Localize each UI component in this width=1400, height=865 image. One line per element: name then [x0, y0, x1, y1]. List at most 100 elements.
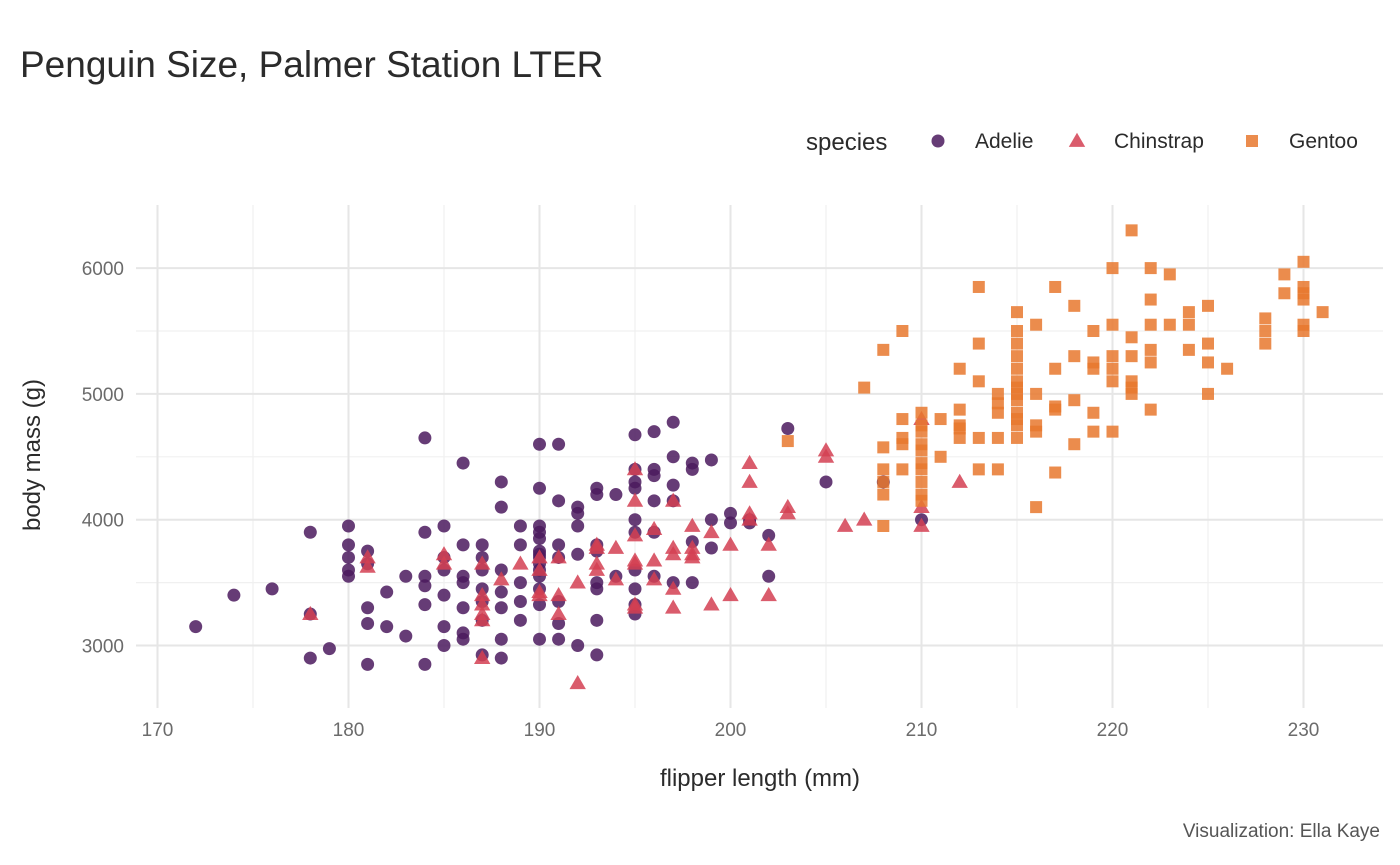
gentoo-point [877, 488, 890, 501]
adelie-point [628, 481, 642, 495]
gentoo-point [1221, 362, 1234, 375]
adelie-point [571, 547, 585, 561]
adelie-point [361, 601, 375, 615]
gentoo-point [1125, 331, 1138, 344]
gentoo-point [877, 343, 890, 356]
gentoo-point [1202, 299, 1214, 312]
chart-caption: Visualization: Ella Kaye [1182, 821, 1380, 842]
chinstrap-point [531, 549, 548, 564]
gentoo-point [1011, 337, 1023, 350]
legend-item-chinstrap: Chinstrap [1068, 130, 1204, 153]
adelie-point [685, 462, 699, 476]
gentoo-point [1049, 466, 1062, 479]
chinstrap-point [779, 505, 796, 520]
adelie-point [494, 563, 508, 577]
gentoo-point [915, 406, 928, 419]
gentoo-point [1011, 419, 1023, 432]
gentoo-point [858, 381, 871, 394]
adelie-point [456, 456, 470, 470]
adelie-point [704, 541, 718, 555]
adelie-point [647, 494, 661, 508]
chinstrap-point [760, 586, 777, 602]
chinstrap-point [951, 473, 968, 488]
adelie-point [819, 475, 833, 489]
gentoo-point [1259, 312, 1272, 325]
major-gridlines [136, 205, 1383, 708]
gentoo-point [1030, 318, 1043, 331]
adelie-point [552, 632, 566, 646]
chinstrap-point [474, 612, 491, 627]
adelie-point [513, 576, 527, 590]
gentoo-point [1049, 403, 1062, 416]
gentoo-point [953, 431, 966, 444]
gentoo-point [1030, 387, 1043, 400]
chinstrap-point [665, 580, 682, 595]
chinstrap-point [645, 552, 663, 567]
adelie-point [456, 601, 470, 615]
gentoo-point [1087, 325, 1100, 337]
adelie-point [552, 538, 566, 552]
chinstrap-point [531, 561, 548, 576]
adelie-point [513, 594, 527, 608]
gentoo-point [1106, 262, 1119, 275]
chinstrap-point [722, 536, 739, 551]
y-axis-tick-labels: 3000 4000 5000 6000 [82, 259, 124, 657]
chinstrap-point [913, 517, 930, 532]
gentoo-point [1182, 343, 1195, 356]
adelie-point [533, 532, 546, 546]
legend-item-gentoo: Gentoo [1246, 130, 1358, 153]
gentoo-point [1087, 406, 1100, 419]
chinstrap-point [703, 524, 720, 539]
chinstrap-point [722, 586, 739, 602]
adelie-point [418, 431, 432, 445]
gentoo-point [1087, 362, 1100, 375]
gentoo-point [915, 475, 928, 488]
gentoo-point [1068, 394, 1081, 407]
adelie-point [513, 519, 527, 533]
adelie-point [418, 569, 432, 583]
adelie-point [762, 569, 776, 583]
gentoo-point [1011, 306, 1023, 319]
gentoo-point [1049, 280, 1062, 293]
adelie-point [227, 588, 241, 602]
chinstrap-point [665, 492, 682, 507]
adelie-point [342, 569, 355, 583]
chinstrap-point [665, 546, 682, 561]
gentoo-point [1030, 501, 1043, 514]
gentoo-point [972, 431, 985, 444]
gentoo-point [1202, 337, 1214, 350]
adelie-point [418, 598, 432, 612]
chinstrap-point [741, 511, 758, 526]
chinstrap-point [588, 561, 605, 576]
chinstrap-point [626, 599, 644, 614]
chinstrap-point [684, 549, 701, 564]
adelie-point [704, 453, 718, 467]
gentoo-point [1182, 318, 1195, 331]
chinstrap-point [856, 511, 873, 526]
x-tick-label: 210 [906, 720, 938, 741]
adelie-point [418, 579, 432, 593]
chinstrap-point [474, 586, 491, 602]
adelie-point [513, 613, 527, 627]
y-tick-label: 3000 [82, 637, 124, 658]
adelie-point [724, 506, 737, 520]
legend-label: Chinstrap [1114, 130, 1204, 153]
adelie-point [628, 513, 642, 527]
chinstrap-point [435, 555, 453, 570]
chinstrap-point [302, 605, 319, 620]
chinstrap-point [588, 539, 605, 554]
gentoo-point [1144, 293, 1157, 306]
gentoo-point [896, 438, 909, 451]
gentoo-point [1106, 425, 1119, 438]
series-adelie [189, 415, 928, 671]
gentoo-point [1087, 425, 1100, 438]
data-points [189, 224, 1329, 690]
gentoo-point [877, 475, 890, 488]
adelie-point [590, 582, 604, 596]
gentoo-point [877, 441, 890, 454]
x-tick-label: 200 [715, 720, 747, 741]
x-tick-label: 220 [1097, 720, 1129, 741]
gentoo-point [953, 403, 966, 416]
adelie-point [494, 651, 508, 665]
